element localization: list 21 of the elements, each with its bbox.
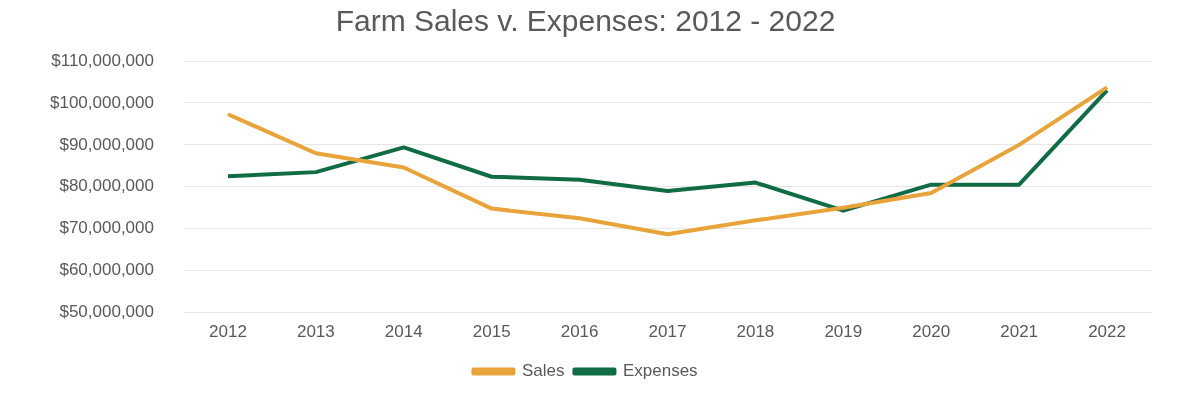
- x-tick-label: 2016: [560, 322, 599, 342]
- x-tick-label: 2022: [1088, 322, 1126, 342]
- y-tick-label: $110,000,000: [51, 50, 154, 70]
- y-tick-label: $100,000,000: [49, 92, 154, 112]
- x-tick-label: 2018: [736, 322, 775, 342]
- y-tick-label: $70,000,000: [59, 218, 154, 238]
- y-tick-label: $90,000,000: [59, 134, 154, 154]
- x-tick-label: 2019: [824, 322, 863, 342]
- legend-label: Sales: [521, 361, 565, 381]
- y-tick-label: $80,000,000: [59, 176, 154, 196]
- x-tick-label: 2021: [1000, 322, 1039, 342]
- y-tick-label: $50,000,000: [59, 302, 154, 322]
- chart-title: Farm Sales v. Expenses: 2012 - 2022: [335, 4, 836, 38]
- x-tick-label: 2015: [472, 322, 511, 342]
- x-tick-label: 2020: [912, 322, 951, 342]
- y-tick-label: $60,000,000: [59, 260, 154, 280]
- x-tick-label: 2017: [648, 322, 687, 342]
- x-tick-label: 2013: [296, 322, 335, 342]
- legend-label: Expenses: [622, 361, 698, 381]
- x-tick-label: 2014: [384, 322, 423, 342]
- x-tick-label: 2012: [209, 322, 247, 342]
